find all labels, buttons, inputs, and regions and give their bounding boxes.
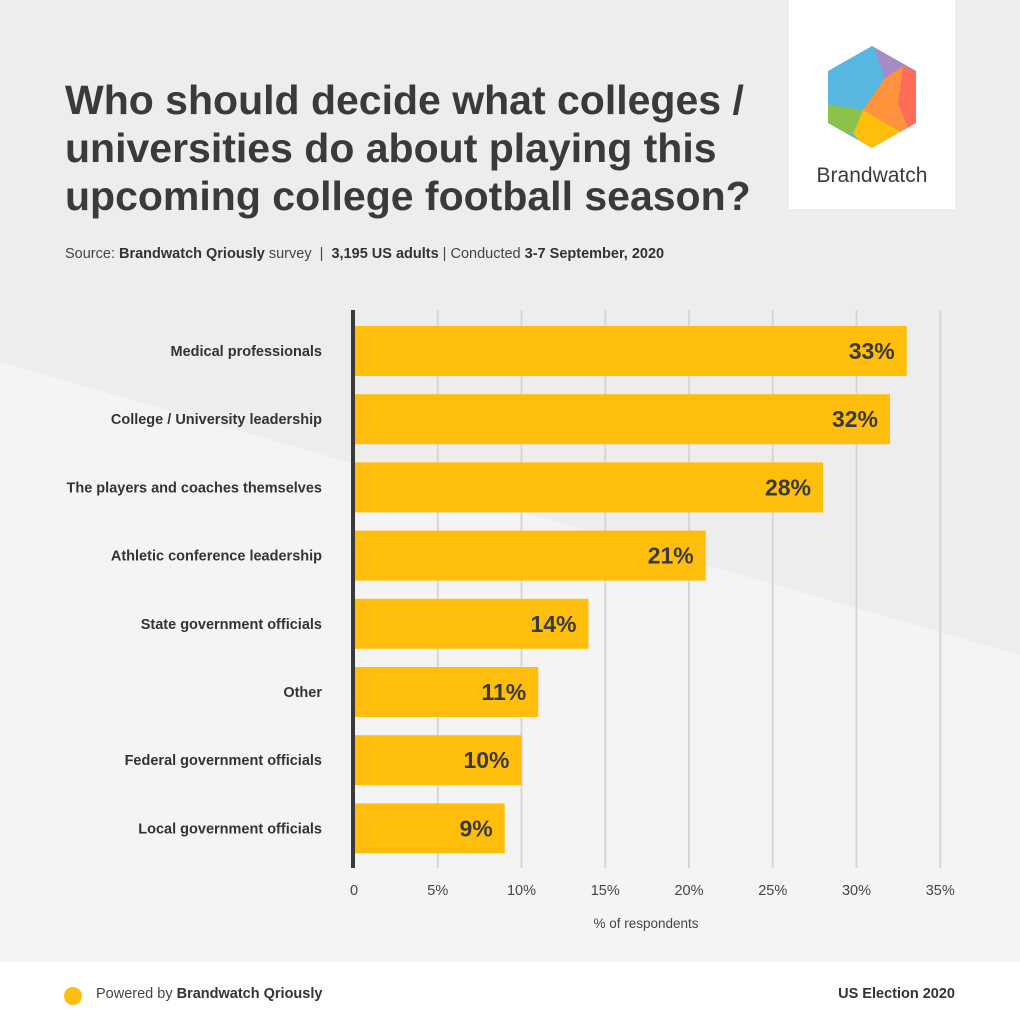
category-label: Local government officials [138,821,322,837]
bar [354,462,823,513]
source-conducted: | Conducted [438,246,525,262]
category-label: Federal government officials [125,753,322,769]
x-tick-labels: 0 5% 10% 15% 20% 25% 30% 35% [350,883,955,899]
bars: 33% 32% 28% 21% 14% 11% 10% 9% [354,326,907,854]
brand-logo-text: Brandwatch [816,164,928,187]
source-survey: survey | [264,246,332,262]
footer: Powered by Brandwatch Qriously US Electi… [0,962,1020,1029]
brandwatch-logo-icon [828,46,916,148]
background-shape [0,0,1020,962]
brand-logo-card: Brandwatch [789,0,955,209]
bar-value-label: 21% [648,543,694,569]
footer-dot-icon [64,987,82,1005]
category-label: College / University leadership [111,412,322,428]
chart-title: Who should decide what colleges / univer… [65,77,751,219]
source-sample: 3,195 US adults [331,246,439,262]
category-label: Medical professionals [171,344,323,360]
footer-powered-prefix: Powered by [96,986,177,1002]
footer-powered-by: Powered by Brandwatch Qriously [96,986,322,1002]
category-labels: Medical professionals College / Universit… [67,344,323,837]
bar [354,326,907,376]
source-prefix: Source: [65,246,119,262]
source-line: Source: Brandwatch Qriously survey | 3,1… [65,246,664,262]
bar-value-label: 11% [481,679,526,705]
bar [354,530,706,581]
category-label: The players and coaches themselves [67,480,323,496]
bar-value-label: 9% [460,815,493,841]
bar [354,735,522,786]
footer-election-label: US Election 2020 [838,986,955,1002]
category-label: Athletic conference leadership [111,549,322,565]
x-tick-label: 5% [427,883,448,899]
x-tick-label: 15% [591,883,620,899]
category-label: Other [283,685,322,701]
category-label: State government officials [141,617,322,633]
x-tick-label: 10% [507,883,536,899]
x-axis-label: % of respondents [593,916,698,931]
bar [354,667,539,717]
bar [354,598,589,649]
x-tick-label: 35% [926,883,955,899]
bar-value-label: 10% [463,747,509,773]
x-tick-label: 0 [350,883,358,899]
bar-value-label: 32% [832,406,878,432]
source-org: Brandwatch Qriously [119,246,265,262]
bar-value-label: 14% [530,611,576,637]
bar-chart: 33% 32% 28% 21% 14% 11% 10% 9% Medical professi… [67,310,955,931]
source-dates: 3-7 September, 2020 [524,246,665,262]
x-tick-label: 25% [758,883,787,899]
bar-value-label: 33% [849,338,895,364]
footer-powered-org: Brandwatch Qriously [176,986,323,1002]
bar [354,394,890,445]
x-tick-label: 30% [842,883,871,899]
bar [354,803,505,854]
bar-value-label: 28% [765,474,811,500]
x-tick-label: 20% [674,883,703,899]
